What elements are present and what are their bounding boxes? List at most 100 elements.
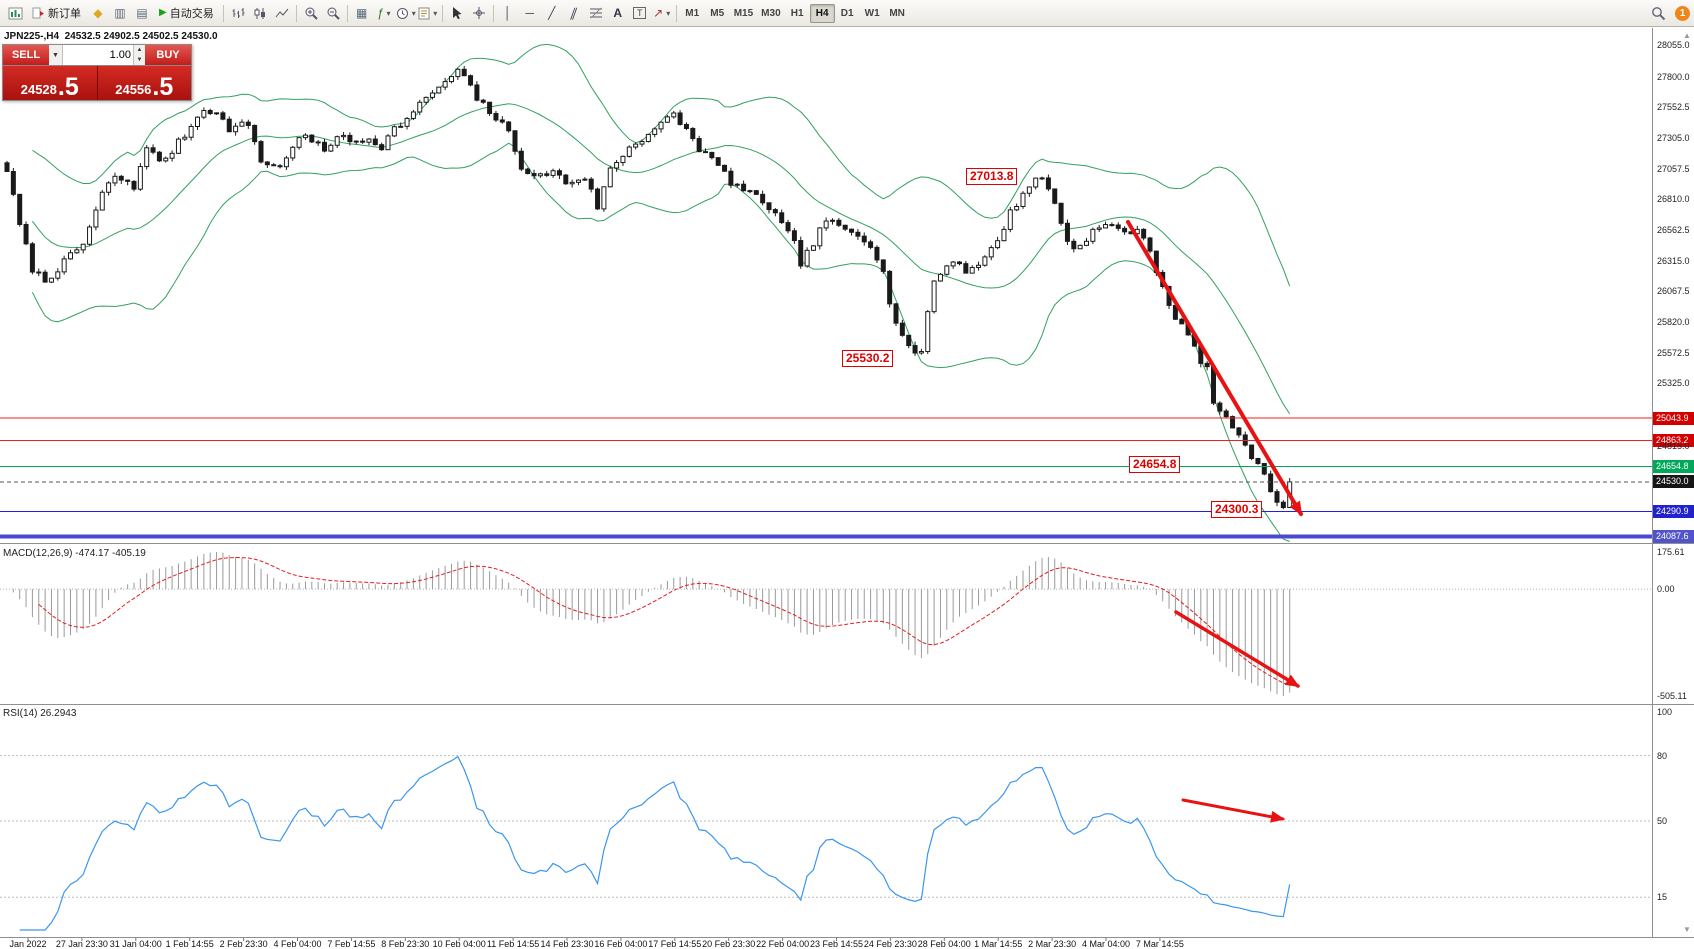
price-level-badge: 24087.6 <box>1653 530 1694 544</box>
price-axis-label: 26067.5 <box>1657 286 1690 297</box>
data-window-icon: ▥ <box>114 6 126 20</box>
time-axis-label: Jan 2022 <box>9 939 47 949</box>
fibonacci-tool-button[interactable] <box>585 3 607 24</box>
data-window-button[interactable]: ▥ <box>109 3 131 24</box>
volume-stepper: ▲ ▼ <box>133 45 145 65</box>
price-level-badge: 24530.0 <box>1653 475 1694 489</box>
time-axis-label: 20 Feb 23:30 <box>702 939 756 949</box>
toolbar-separator <box>295 4 297 22</box>
timeframe-h1-button[interactable]: H1 <box>785 4 810 23</box>
trendline-tool-button[interactable]: ╱ <box>541 3 563 24</box>
volume-up-button[interactable]: ▲ <box>134 45 145 55</box>
templates-button[interactable]: ▾ <box>417 3 439 24</box>
timeframe-m30-button[interactable]: M30 <box>757 4 784 23</box>
horizontal-line-tool-button[interactable]: ─ <box>519 3 541 24</box>
time-axis-label: 4 Mar 04:00 <box>1081 939 1131 949</box>
trend-arrow[interactable] <box>1174 610 1300 688</box>
time-axis-label: 27 Jan 23:30 <box>55 939 108 949</box>
time-axis-label: 7 Mar 14:55 <box>1135 939 1184 949</box>
time-axis-label: 24 Feb 23:30 <box>863 939 917 949</box>
chevron-down-icon: ▾ <box>433 8 438 18</box>
price-level-badge: 24654.8 <box>1653 459 1694 473</box>
arrows-tool-button[interactable]: ↗ ▾ <box>651 3 673 24</box>
price-axis-label: 27057.5 <box>1657 163 1690 174</box>
rsi-indicator-label: RSI(14) 26.2943 <box>3 708 77 719</box>
cursor-icon <box>452 7 462 20</box>
scroll-down-icon[interactable]: ▼ <box>1683 925 1691 934</box>
time-axis-label: 31 Jan 04:00 <box>109 939 162 949</box>
volume-input[interactable] <box>63 45 133 65</box>
indicators-button[interactable]: ƒ ▾ <box>373 3 395 24</box>
timeframe-d1-button[interactable]: D1 <box>835 4 860 23</box>
toolbar: 新订单 ◆ ▥ ▤ ▶ 自动交易 ▦ ƒ ▾ ▾ <box>0 0 1694 27</box>
notification-badge[interactable]: 1 <box>1675 5 1690 21</box>
template-icon <box>418 7 430 19</box>
timeframe-mn-button[interactable]: MN <box>885 4 910 23</box>
rsi-scale-label: 15 <box>1657 892 1668 903</box>
timeframe-h4-button[interactable]: H4 <box>809 3 835 23</box>
new-order-button[interactable]: 新订单 <box>26 3 87 24</box>
trend-arrow[interactable] <box>1126 220 1303 516</box>
timeframe-m5-button[interactable]: M5 <box>705 4 730 23</box>
zoom-out-icon <box>327 7 340 20</box>
time-axis-label: 1 Feb 14:55 <box>165 939 214 949</box>
symbol-ohlc-line: JPN225-,H4 24532.5 24902.5 24502.5 24530… <box>4 31 218 42</box>
sell-price[interactable]: 24528 .5 <box>3 66 98 100</box>
periods-button[interactable]: ▾ <box>395 3 417 24</box>
volume-preset-dropdown[interactable]: ▼ <box>49 45 63 65</box>
volume-down-button[interactable]: ▼ <box>134 55 145 65</box>
scroll-up-icon[interactable]: ▲ <box>1683 31 1691 40</box>
price-annotation[interactable]: 24300.3 <box>1211 501 1263 518</box>
metaeditor-button[interactable]: ◆ <box>87 3 109 24</box>
price-axis-label: 26562.5 <box>1657 224 1690 235</box>
time-axis-label: 16 Feb 04:00 <box>594 939 648 949</box>
price-level-badge: 25043.9 <box>1653 411 1694 425</box>
channel-tool-button[interactable]: ∥ <box>563 3 585 24</box>
line-chart-icon <box>275 8 289 17</box>
text-tool-button[interactable]: A <box>607 3 629 24</box>
tile-windows-button[interactable]: ▦ <box>351 3 373 24</box>
timeframe-m1-button[interactable]: M1 <box>680 4 705 23</box>
text-icon: A <box>613 6 623 20</box>
timeframe-w1-button[interactable]: W1 <box>860 4 885 23</box>
price-annotation[interactable]: 27013.8 <box>966 168 1018 185</box>
cursor-button[interactable] <box>446 3 468 24</box>
bar-chart-type-button[interactable] <box>227 3 249 24</box>
trend-arrow[interactable] <box>1181 798 1285 823</box>
zoom-out-button[interactable] <box>322 3 344 24</box>
search-button[interactable] <box>1647 3 1669 24</box>
price-axis-label: 25325.0 <box>1657 378 1690 389</box>
indicators-icon: ƒ <box>376 6 384 20</box>
auto-trading-play-icon: ▶ <box>159 7 167 18</box>
price-annotation[interactable]: 24654.8 <box>1129 456 1181 473</box>
metaeditor-icon: ◆ <box>93 6 103 20</box>
buy-button[interactable]: BUY <box>145 45 191 65</box>
time-axis-label: 11 Feb 14:55 <box>486 939 540 949</box>
auto-trading-button[interactable]: ▶ 自动交易 <box>153 3 220 24</box>
navigator-icon: ▤ <box>136 6 148 20</box>
timeframe-m15-button[interactable]: M15 <box>730 4 757 23</box>
crosshair-button[interactable] <box>468 3 490 24</box>
zoom-in-button[interactable] <box>300 3 322 24</box>
price-axis-label: 27305.0 <box>1657 132 1690 143</box>
navigator-button[interactable]: ▤ <box>131 3 153 24</box>
buy-price[interactable]: 24556 .5 <box>98 66 192 100</box>
price-annotation[interactable]: 25530.2 <box>842 350 894 367</box>
crosshair-icon <box>472 7 485 19</box>
sell-button[interactable]: SELL <box>3 45 49 65</box>
new-chart-button[interactable] <box>4 3 26 24</box>
new-order-icon <box>32 7 44 19</box>
vertical-line-tool-button[interactable]: │ <box>497 3 519 24</box>
price-axis-label: 28055.0 <box>1657 40 1690 50</box>
text-label-tool-button[interactable]: T <box>629 3 651 24</box>
sell-price-main: 24528 <box>20 81 57 97</box>
candlestick-type-button[interactable] <box>249 3 271 24</box>
time-axis-label: 10 Feb 04:00 <box>432 939 486 949</box>
time-axis-label: 2 Feb 23:30 <box>219 939 268 949</box>
horizontal-line-icon: ─ <box>525 6 534 20</box>
time-axis-label: 23 Feb 14:55 <box>809 939 864 949</box>
line-chart-type-button[interactable] <box>271 3 293 24</box>
buy-price-fraction: .5 <box>152 72 174 101</box>
